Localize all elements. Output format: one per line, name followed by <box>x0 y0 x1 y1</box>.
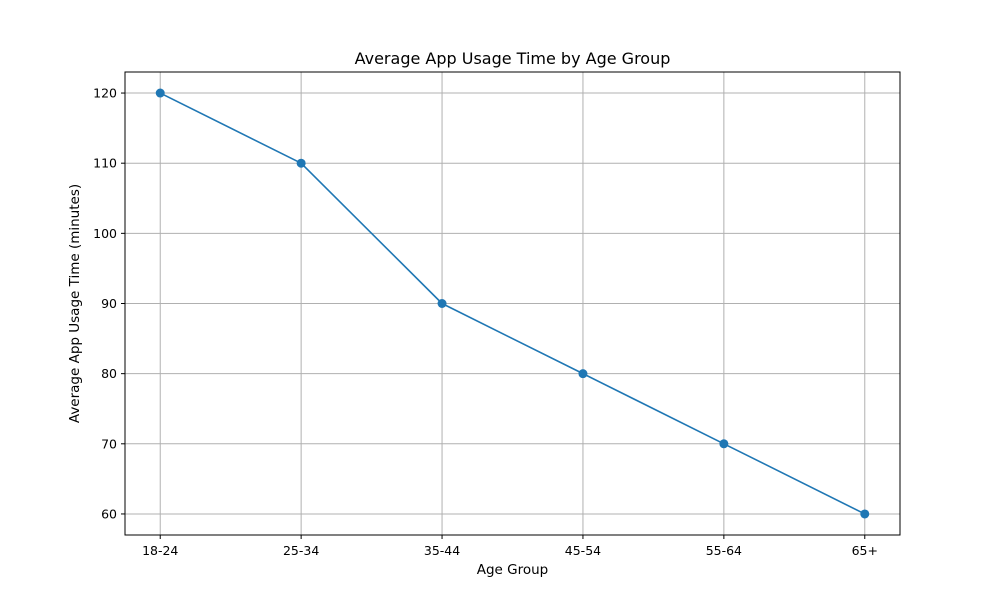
series-layer <box>155 88 870 519</box>
ticks-layer: 18-24 25-34 35-44 45-54 55-64 65+ 60 70 80 90 100 1… <box>93 86 878 558</box>
x-tick-label: 55-64 <box>706 543 742 558</box>
grid-layer <box>125 72 900 535</box>
data-point <box>719 439 729 449</box>
chart-title: Average App Usage Time by Age Group <box>355 49 671 68</box>
x-tick-label: 25-34 <box>283 543 319 558</box>
y-tick-label: 100 <box>93 226 117 241</box>
y-tick-label: 120 <box>93 86 117 101</box>
x-tick-label: 65+ <box>852 543 878 558</box>
data-point <box>437 299 447 308</box>
y-tick-label: 60 <box>101 506 117 521</box>
y-tick-label: 110 <box>93 156 117 171</box>
y-axis-label: Average App Usage Time (minutes) <box>67 184 83 423</box>
data-point <box>155 88 165 98</box>
y-tick-label: 80 <box>101 366 117 381</box>
data-point <box>578 369 588 379</box>
y-tick-label: 70 <box>101 436 117 451</box>
y-tick-label: 90 <box>101 296 117 311</box>
x-tick-label: 18-24 <box>142 543 178 558</box>
x-tick-label: 45-54 <box>565 543 601 558</box>
series-line <box>159 92 866 515</box>
x-axis-label: Age Group <box>477 562 549 578</box>
data-point <box>296 158 306 168</box>
data-point <box>860 509 870 519</box>
x-tick-label: 35-44 <box>424 543 460 558</box>
